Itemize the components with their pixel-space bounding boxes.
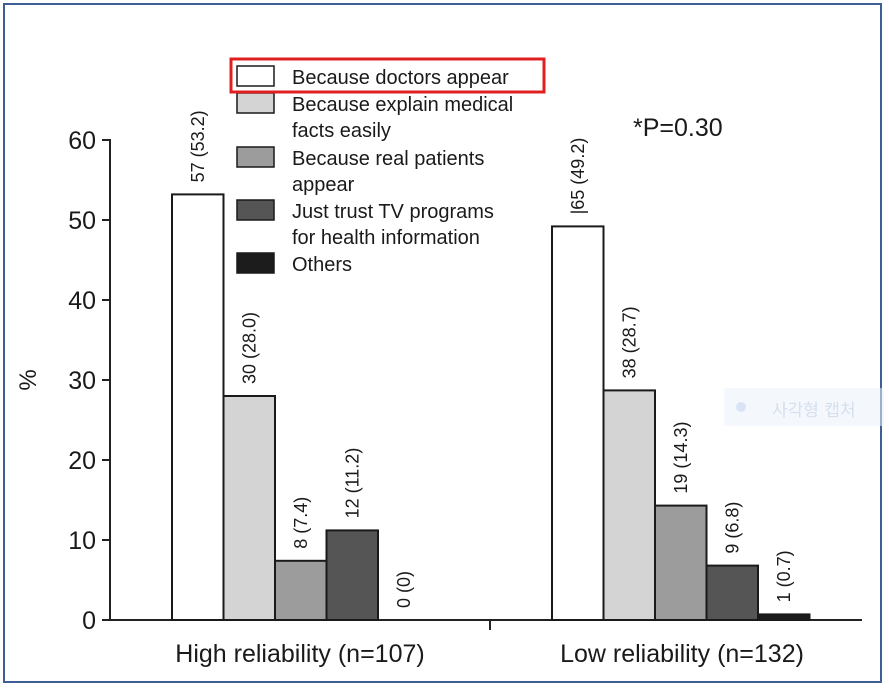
y-axis-label: % — [15, 369, 42, 390]
bar — [222, 395, 276, 621]
watermark-text: 사각형 캡처 — [772, 401, 856, 421]
legend-label: Just trust TV programs — [292, 201, 494, 223]
legend-swatch — [236, 65, 275, 87]
y-tick-label: 10 — [68, 527, 96, 555]
bar-value-label: 30 (28.0) — [239, 312, 259, 384]
y-tick-label: 60 — [68, 127, 96, 155]
bar-value-label: 57 (53.2) — [188, 110, 208, 182]
legend-swatch — [236, 252, 275, 274]
bar — [602, 389, 656, 621]
legend-label: facts easily — [292, 120, 391, 142]
legend-swatch — [236, 92, 275, 114]
y-tick-label: 50 — [68, 207, 96, 235]
legend-label: Others — [292, 254, 352, 276]
y-tick-label: 0 — [82, 607, 96, 635]
y-tick-label: 40 — [68, 287, 96, 315]
bar-value-label: 38 (28.7) — [619, 306, 639, 378]
bar-value-label: 9 (6.8) — [722, 502, 742, 554]
capture-watermark: 사각형 캡처 — [724, 388, 884, 426]
legend-label: Because real patients — [292, 148, 484, 170]
x-category-label: Low reliability (n=132) — [560, 640, 804, 668]
y-tick-label: 20 — [68, 447, 96, 475]
bar-value-label: |65 (49.2) — [568, 138, 588, 215]
legend-label: Because doctors appear — [292, 67, 509, 89]
bar — [325, 529, 379, 622]
x-category-label: High reliability (n=107) — [175, 640, 424, 668]
bar-value-label: 8 (7.4) — [291, 497, 311, 549]
legend-label: for health information — [292, 227, 480, 249]
bar — [551, 225, 605, 621]
bar-value-label: 0 (0) — [394, 571, 414, 608]
bar-value-label: 12 (11.2) — [342, 448, 362, 519]
bar-value-label: 19 (14.3) — [671, 422, 691, 494]
bar-value-label: 1 (0.7) — [774, 550, 794, 602]
legend-label: Because explain medical — [292, 94, 513, 116]
bar — [171, 193, 225, 621]
legend-swatch — [236, 146, 275, 168]
y-tick-label: 30 — [68, 367, 96, 395]
watermark-dot-icon — [736, 402, 746, 412]
legend-highlight-box — [229, 57, 546, 94]
legend-label: appear — [292, 174, 355, 196]
bar — [274, 559, 328, 621]
bar — [705, 564, 759, 621]
bar — [654, 504, 708, 622]
p-value-annotation: *P=0.30 — [633, 114, 723, 142]
bar — [757, 613, 811, 622]
legend-swatch — [236, 199, 275, 221]
